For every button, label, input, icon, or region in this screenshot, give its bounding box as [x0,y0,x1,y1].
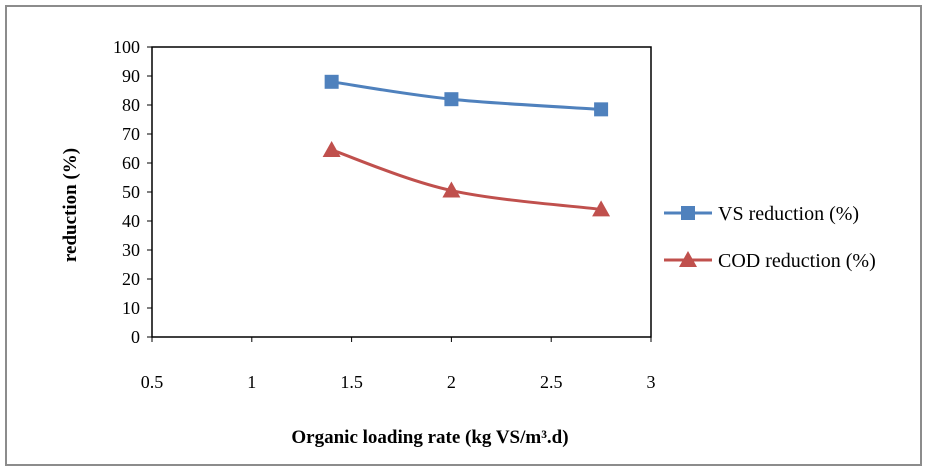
y-tick-label: 80 [122,95,140,115]
y-tick-label: 70 [122,124,140,144]
y-tick-label: 50 [122,182,140,202]
series-layer [322,74,611,217]
legend: VS reduction (%) COD reduction (%) [664,203,876,272]
y-tick-label: 10 [122,298,140,318]
legend-item: COD reduction (%) [664,250,876,272]
y-tick-label: 30 [122,240,140,260]
legend-label: COD reduction (%) [718,250,876,272]
y-tick-label: 20 [122,269,140,289]
y-tick-label: 40 [122,211,140,231]
data-point [444,92,459,107]
data-point [322,140,341,157]
legend-item: VS reduction (%) [664,203,859,225]
series-cod-reduction [322,140,611,217]
x-axis-ticks: 0.5 1 1.5 2 2.5 3 [141,337,656,392]
data-point [594,102,609,117]
data-point [442,181,461,198]
x-tick-label: 1 [247,372,256,392]
legend-marker [679,251,697,267]
y-axis-ticks: 0 10 20 30 40 50 60 70 80 90 100 [113,37,152,347]
x-tick-label: 1.5 [340,372,363,392]
legend-label: VS reduction (%) [718,203,859,225]
data-point [592,200,611,217]
x-tick-label: 3 [647,372,656,392]
y-axis-title: reduction (%) [60,148,81,262]
x-tick-label: 0.5 [141,372,164,392]
x-tick-label: 2.5 [540,372,563,392]
series-vs-reduction [324,74,609,117]
legend-marker [681,206,695,220]
y-tick-label: 90 [122,66,140,86]
y-tick-label: 0 [131,327,140,347]
data-point [324,74,339,89]
chart-border [5,5,922,466]
y-tick-label: 100 [113,37,140,57]
x-axis-title: Organic loading rate (kg VS/m³.d) [291,427,568,448]
y-tick-label: 60 [122,153,140,173]
x-tick-label: 2 [447,372,456,392]
